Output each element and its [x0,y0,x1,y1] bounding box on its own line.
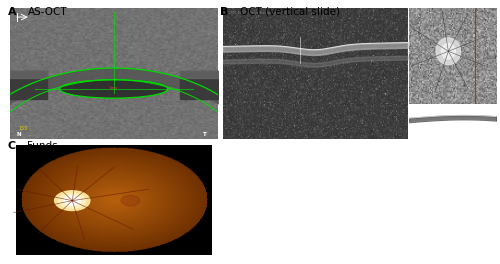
Circle shape [59,193,86,208]
Text: 12/17/01  44/175 / Super Fine Choroidal  图像 13: 12/17/01 44/175 / Super Fine Choroidal 图… [224,11,288,15]
Ellipse shape [60,80,168,98]
Text: N: N [16,132,21,137]
Text: T: T [203,132,206,137]
Circle shape [436,38,460,65]
Text: Funds: Funds [28,141,58,151]
Text: C: C [8,141,16,151]
Text: AS-OCT: AS-OCT [28,7,67,17]
Circle shape [442,44,456,59]
Text: 155: 155 [18,126,28,131]
Circle shape [121,195,140,206]
Text: A: A [8,7,16,17]
Circle shape [54,191,90,210]
Circle shape [64,196,80,205]
Text: Lens: Lens [110,86,118,90]
Text: OCT (vertical slide): OCT (vertical slide) [240,7,340,17]
Text: B: B [220,7,228,17]
